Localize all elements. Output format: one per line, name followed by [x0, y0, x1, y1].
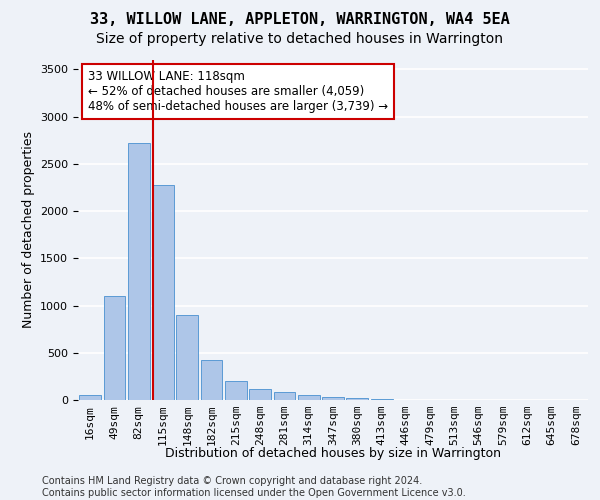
- Bar: [298, 395, 320, 400]
- Bar: [104, 296, 125, 400]
- Bar: [346, 398, 368, 400]
- Bar: [225, 381, 247, 400]
- Text: Distribution of detached houses by size in Warrington: Distribution of detached houses by size …: [165, 448, 501, 460]
- Bar: [176, 315, 198, 400]
- Bar: [322, 396, 344, 400]
- Bar: [200, 360, 223, 400]
- Bar: [152, 184, 174, 400]
- Text: 33, WILLOW LANE, APPLETON, WARRINGTON, WA4 5EA: 33, WILLOW LANE, APPLETON, WARRINGTON, W…: [90, 12, 510, 28]
- Bar: [128, 143, 149, 400]
- Text: Size of property relative to detached houses in Warrington: Size of property relative to detached ho…: [97, 32, 503, 46]
- Bar: [371, 398, 392, 400]
- Text: Contains HM Land Registry data © Crown copyright and database right 2024.
Contai: Contains HM Land Registry data © Crown c…: [42, 476, 466, 498]
- Text: 33 WILLOW LANE: 118sqm
← 52% of detached houses are smaller (4,059)
48% of semi-: 33 WILLOW LANE: 118sqm ← 52% of detached…: [88, 70, 388, 113]
- Bar: [249, 389, 271, 400]
- Bar: [274, 392, 295, 400]
- Bar: [79, 396, 101, 400]
- Y-axis label: Number of detached properties: Number of detached properties: [22, 132, 35, 328]
